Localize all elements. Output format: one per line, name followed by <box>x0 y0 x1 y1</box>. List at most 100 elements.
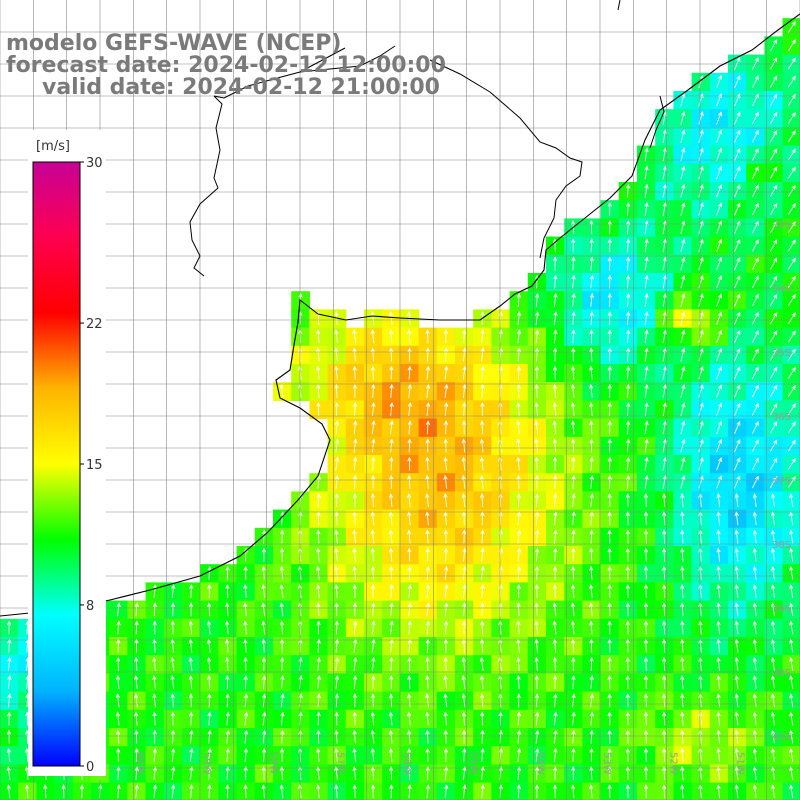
wind-arrow <box>480 383 485 398</box>
lon-label: 60W <box>134 752 145 775</box>
wind-arrow <box>316 329 321 344</box>
wind-arrow <box>734 256 741 271</box>
wind-arrow <box>734 693 739 708</box>
wind-arrow <box>516 310 522 326</box>
colorbar-gradient <box>32 161 81 767</box>
wind-arrow <box>607 765 612 781</box>
wind-arrow <box>352 365 357 380</box>
wind-arrow <box>787 403 796 416</box>
wind-arrow <box>171 583 176 599</box>
wind-arrow <box>316 656 321 671</box>
wind-arrow <box>589 784 594 799</box>
wind-arrow <box>751 275 759 289</box>
wind-arrow <box>462 784 467 799</box>
wind-arrow <box>444 583 449 599</box>
wind-arrow <box>698 183 704 198</box>
wind-arrow <box>571 656 576 671</box>
wind-arrow <box>315 347 321 362</box>
wind-arrow <box>516 401 521 417</box>
wind-arrow <box>625 547 630 562</box>
wind-arrow <box>207 729 212 744</box>
wind-arrow <box>789 493 794 507</box>
wind-arrow <box>388 711 394 726</box>
wind-arrow <box>352 583 357 599</box>
wind-arrow <box>770 729 776 744</box>
lon-label: 55W <box>468 752 479 775</box>
wind-arrow <box>698 438 704 453</box>
wind-arrow <box>371 456 376 471</box>
wind-arrow <box>643 747 649 762</box>
wind-arrow <box>607 784 612 799</box>
wind-arrow <box>443 693 448 708</box>
wind-arrow <box>571 329 576 344</box>
lon-label: 58W <box>268 752 279 775</box>
wind-arrow <box>116 765 121 781</box>
wind-arrow <box>662 365 668 380</box>
wind-arrow <box>625 711 630 726</box>
wind-arrow <box>734 457 741 471</box>
wind-arrow <box>152 602 158 617</box>
wind-arrow <box>751 220 759 234</box>
wind-arrow <box>734 293 741 307</box>
wind-arrow <box>789 529 794 544</box>
wind-arrow <box>243 765 248 781</box>
wind-arrow <box>389 638 394 653</box>
wind-arrows <box>6 20 796 799</box>
wind-arrow <box>498 602 503 617</box>
wind-arrow <box>770 711 776 726</box>
wind-arrow <box>588 383 594 398</box>
wind-arrow <box>407 583 412 599</box>
wind-arrow <box>734 420 741 434</box>
wind-arrow <box>644 456 649 471</box>
wind-arrow <box>479 674 485 690</box>
wind-arrow <box>571 292 576 307</box>
wind-arrow <box>570 602 576 617</box>
wind-arrow <box>680 402 686 416</box>
wind-arrow <box>644 311 649 325</box>
wind-arrow <box>279 620 284 635</box>
wind-arrow <box>480 583 485 599</box>
wind-arrow <box>607 656 612 671</box>
wind-arrow <box>280 711 285 726</box>
wind-arrow <box>643 492 649 508</box>
wind-arrow <box>243 711 249 726</box>
wind-arrow <box>425 565 431 580</box>
wind-arrow <box>444 347 449 362</box>
wind-arrow <box>589 693 595 708</box>
wind-arrow <box>625 602 630 617</box>
wind-arrow <box>769 421 778 434</box>
wind-arrow <box>607 329 612 344</box>
wind-arrow <box>552 602 557 617</box>
wind-arrow <box>769 184 778 197</box>
wind-arrow <box>552 456 558 471</box>
wind-arrow <box>425 602 431 617</box>
wind-arrow <box>769 130 778 143</box>
wind-arrow <box>116 784 121 799</box>
wind-arrow <box>479 638 485 653</box>
wind-arrow <box>352 784 357 799</box>
wind-arrow <box>188 620 193 635</box>
wind-arrow <box>443 492 448 508</box>
wind-arrow <box>734 311 741 325</box>
wind-arrow <box>661 492 667 508</box>
wind-arrow <box>370 547 375 562</box>
wind-arrow <box>716 638 721 653</box>
wind-arrow <box>571 547 576 562</box>
wind-arrow <box>371 602 376 617</box>
wind-arrow <box>225 602 230 617</box>
wind-arrow <box>316 638 321 653</box>
wind-arrow <box>626 401 631 417</box>
wind-arrow <box>698 456 704 471</box>
wind-arrow <box>643 602 649 617</box>
wind-arrow <box>6 620 12 635</box>
wind-arrow <box>553 492 558 508</box>
wind-arrow <box>625 747 630 762</box>
wind-arrow <box>462 365 467 380</box>
wind-arrow <box>425 401 431 417</box>
wind-arrow <box>189 729 194 744</box>
wind-arrow <box>644 256 649 271</box>
wind-arrow <box>662 147 668 162</box>
wind-arrow <box>315 784 321 799</box>
wind-arrow <box>334 383 339 398</box>
wind-arrow <box>644 201 649 216</box>
